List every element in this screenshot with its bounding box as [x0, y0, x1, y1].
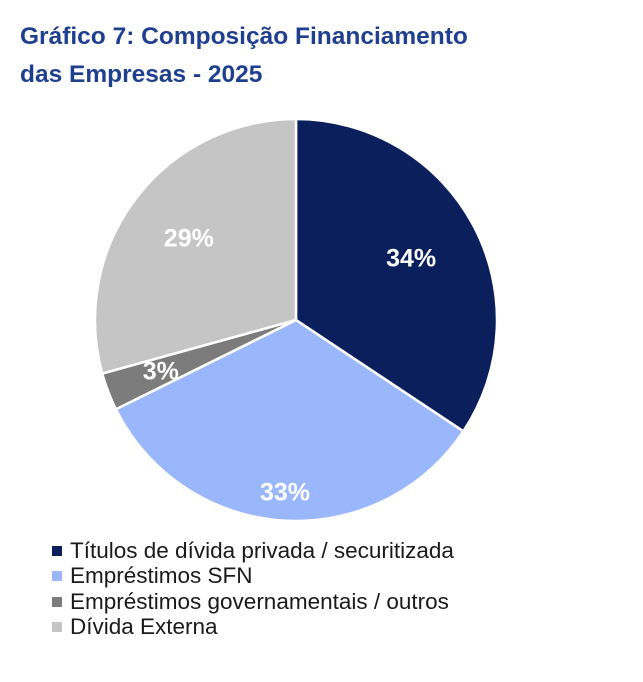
- legend-swatch-2: [52, 596, 62, 607]
- legend-swatch-3: [52, 622, 62, 633]
- pie-slice-3: [93, 117, 298, 375]
- legend-label-3: Dívida Externa: [70, 614, 218, 640]
- chart-title: Gráfico 7: Composição Financiamento das …: [20, 18, 620, 94]
- legend-label-0: Títulos de dívida privada / securitizada: [70, 537, 454, 563]
- pie-slice-label-3: 29%: [164, 224, 214, 252]
- pie-slice-label-2: 3%: [143, 358, 179, 386]
- legend-item-1: Empréstimos SFN: [52, 563, 454, 590]
- pie-slice-1: [114, 318, 465, 523]
- chart-title-line-2: das Empresas - 2025: [20, 61, 263, 88]
- legend-swatch-1: [52, 571, 62, 582]
- legend-swatch-0: [52, 545, 62, 556]
- legend-item-3: Dívida Externa: [52, 614, 454, 641]
- chart-legend: Títulos de dívida privada / securitizada…: [52, 538, 454, 640]
- legend-label-1: Empréstimos SFN: [70, 563, 253, 589]
- pie-slice-label-1: 33%: [260, 479, 310, 507]
- legend-label-2: Empréstimos governamentais / outros: [70, 588, 449, 614]
- pie-slice-label-0: 34%: [386, 244, 436, 272]
- chart-title-line-1: Gráfico 7: Composição Financiamento: [20, 23, 468, 50]
- pie-chart: 34% 33% 3% 29%: [93, 117, 499, 523]
- legend-item-0: Títulos de dívida privada / securitizada: [52, 538, 454, 564]
- legend-item-2: Empréstimos governamentais / outros: [52, 589, 454, 615]
